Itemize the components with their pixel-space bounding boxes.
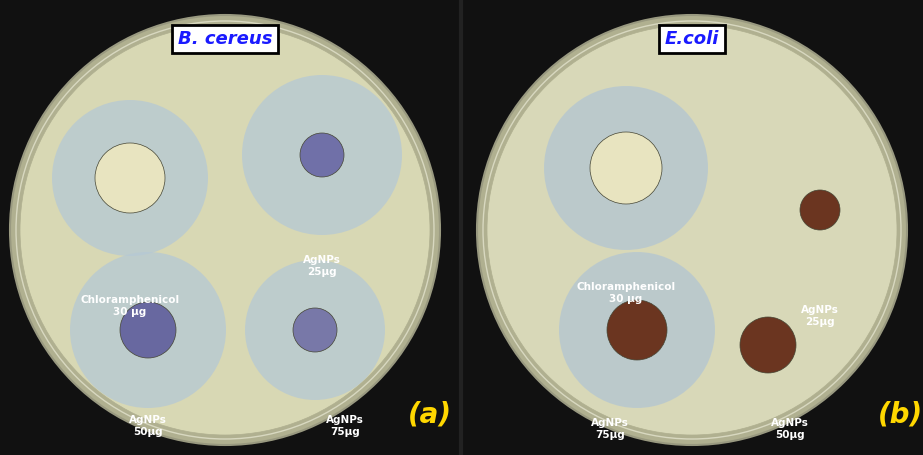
Circle shape [120,302,176,358]
Text: AgNPs
25μg: AgNPs 25μg [801,305,839,328]
Ellipse shape [10,15,440,445]
Text: AgNPs
75μg: AgNPs 75μg [326,415,364,437]
Circle shape [300,133,344,177]
Circle shape [245,260,385,400]
Text: E.coli: E.coli [665,30,719,48]
Circle shape [544,86,708,250]
Circle shape [559,252,715,408]
Circle shape [800,190,840,230]
Text: AgNPs
25μg: AgNPs 25μg [303,255,341,278]
Text: AgNPs
50μg: AgNPs 50μg [771,418,809,440]
Circle shape [70,252,226,408]
Circle shape [607,300,667,360]
Text: (b): (b) [878,400,923,428]
Ellipse shape [487,25,897,435]
Text: AgNPs
75μg: AgNPs 75μg [591,418,629,440]
Circle shape [242,75,402,235]
Circle shape [52,100,208,256]
Ellipse shape [477,15,907,445]
Text: AgNPs
50μg: AgNPs 50μg [129,415,167,437]
Text: (a): (a) [408,400,452,428]
Circle shape [293,308,337,352]
Circle shape [740,317,796,373]
Text: B. cereus: B. cereus [178,30,272,48]
Text: Chloramphenicol
30 μg: Chloramphenicol 30 μg [577,282,676,304]
Circle shape [590,132,662,204]
Text: Chloramphenicol
30 μg: Chloramphenicol 30 μg [80,295,180,318]
Circle shape [95,143,165,213]
Ellipse shape [20,25,430,435]
